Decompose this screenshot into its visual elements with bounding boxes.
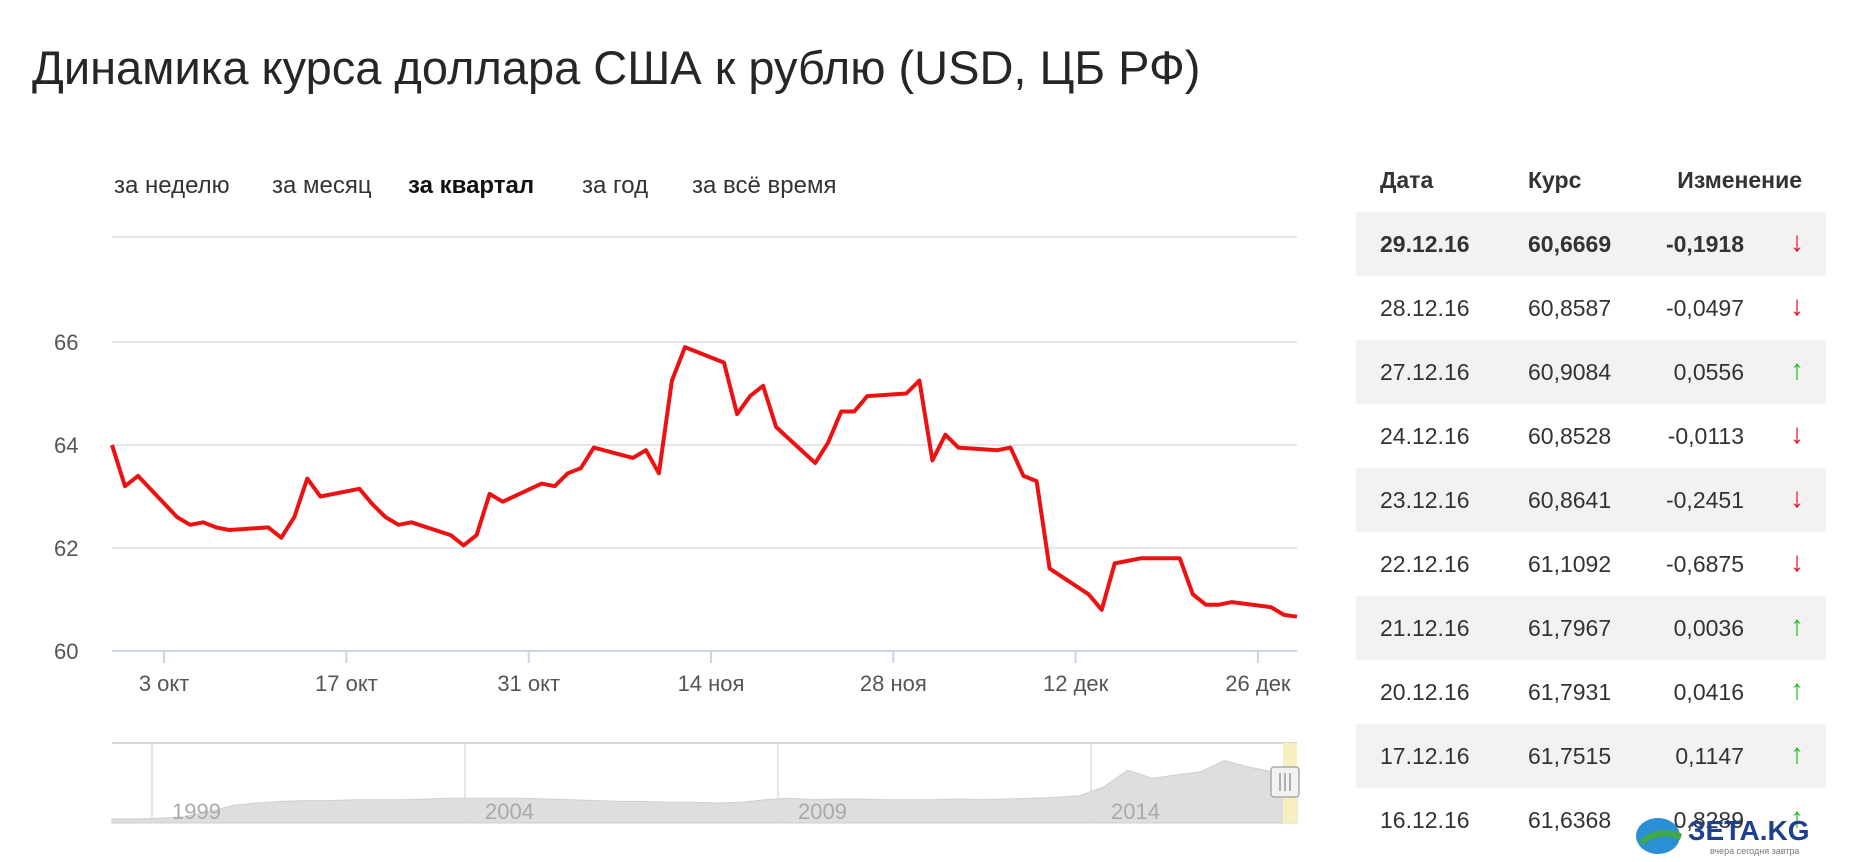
page-title: Динамика курса доллара США к рублю (USD,… xyxy=(32,41,1201,94)
arrow-up-icon: ↑ xyxy=(1790,354,1804,385)
cell-date: 29.12.16 xyxy=(1380,231,1470,257)
table-row: 23.12.16 60,8641 -0,2451 ↓ xyxy=(1356,468,1826,532)
table-body: 29.12.16 60,6669 -0,1918 ↓ 28.12.16 60,8587 -0… xyxy=(1356,212,1826,852)
cell-rate: 61,7967 xyxy=(1528,615,1612,641)
logo-text: ЗЕТА.KG xyxy=(1688,815,1810,846)
arrow-up-icon: ↑ xyxy=(1790,738,1804,769)
x-tick-label: 3 окт xyxy=(139,671,190,696)
arrow-up-icon: ↑ xyxy=(1790,674,1804,705)
x-tick-label: 26 дек xyxy=(1225,671,1291,696)
period-tab-all-time[interactable]: за всё время xyxy=(692,172,837,199)
y-axis: 60 62 64 66 xyxy=(54,330,78,664)
cell-rate: 60,8587 xyxy=(1528,295,1612,321)
table-row: 20.12.16 61,7931 0,0416 ↑ xyxy=(1356,660,1826,724)
cell-date: 17.12.16 xyxy=(1380,743,1470,769)
table-header: Дата Курс Изменение xyxy=(1356,155,1826,212)
arrow-down-icon: ↓ xyxy=(1790,290,1804,321)
navigator-year-label: 2014 xyxy=(1111,799,1160,824)
y-tick-label: 64 xyxy=(54,433,78,458)
cell-change: -0,0113 xyxy=(1667,423,1744,449)
cell-rate: 60,8528 xyxy=(1528,423,1612,449)
header-rate: Курс xyxy=(1528,167,1582,193)
globe-swoosh xyxy=(1640,830,1682,846)
cell-date: 22.12.16 xyxy=(1380,551,1470,577)
cell-rate: 60,8641 xyxy=(1528,487,1612,513)
arrow-down-icon: ↓ xyxy=(1790,546,1804,577)
period-tab-year[interactable]: за год xyxy=(582,172,649,199)
table-row: 24.12.16 60,8528 -0,0113 ↓ xyxy=(1356,404,1826,468)
table-row: 21.12.16 61,7967 0,0036 ↑ xyxy=(1356,596,1826,660)
cell-change: 0,1147 xyxy=(1675,743,1744,769)
cell-rate: 61,7515 xyxy=(1528,743,1612,769)
cell-date: 24.12.16 xyxy=(1380,423,1470,449)
x-tick-label: 28 ноя xyxy=(860,671,927,696)
y-tick-label: 62 xyxy=(54,536,78,561)
cell-change: 0,8289 xyxy=(1673,807,1744,833)
rates-table: Дата Курс Изменение 29.12.16 60,6669 -0,19… xyxy=(1356,155,1826,852)
cell-rate: 60,9084 xyxy=(1528,359,1612,385)
x-tick-label: 14 ноя xyxy=(678,671,745,696)
range-navigator[interactable]: 1999 2004 2009 2014 xyxy=(111,742,1300,824)
cell-change: 0,0036 xyxy=(1673,615,1744,641)
x-tick-label: 17 окт xyxy=(315,671,378,696)
logo-tagline: вчера сегодня завтра xyxy=(1710,846,1799,856)
cell-rate: 61,7931 xyxy=(1528,679,1612,705)
cell-rate: 60,6669 xyxy=(1528,231,1612,257)
chart-grid xyxy=(112,236,1297,652)
navigator-year-label: 2004 xyxy=(485,799,534,824)
table-row: 17.12.16 61,7515 0,1147 ↑ xyxy=(1356,724,1826,788)
header-change: Изменение xyxy=(1677,167,1802,193)
cell-rate: 61,1092 xyxy=(1528,551,1612,577)
x-tick-label: 31 окт xyxy=(497,671,560,696)
table-row: 22.12.16 61,1092 -0,6875 ↓ xyxy=(1356,532,1826,596)
series-line-usd-rate xyxy=(110,345,1298,619)
cell-date: 21.12.16 xyxy=(1380,615,1470,641)
navigator-year-label: 1999 xyxy=(172,799,221,824)
cell-date: 23.12.16 xyxy=(1380,487,1470,513)
table-row: 29.12.16 60,6669 -0,1918 ↓ xyxy=(1356,212,1826,276)
cell-change: 0,0416 xyxy=(1673,679,1744,705)
y-tick-label: 66 xyxy=(54,330,78,355)
header-date: Дата xyxy=(1380,167,1434,193)
cell-date: 28.12.16 xyxy=(1380,295,1470,321)
x-axis: 3 окт 17 окт 31 окт 14 ноя 28 ноя 12 дек 26 де… xyxy=(139,651,1291,696)
table-row: 27.12.16 60,9084 0,0556 ↑ xyxy=(1356,340,1826,404)
cell-date: 20.12.16 xyxy=(1380,679,1470,705)
x-tick-label: 12 дек xyxy=(1043,671,1109,696)
arrow-down-icon: ↓ xyxy=(1790,226,1804,257)
zeta-kg-logo: ЗЕТА.KG вчера сегодня завтра xyxy=(1636,815,1810,856)
cell-change: -0,1918 xyxy=(1665,231,1744,257)
cell-change: -0,0497 xyxy=(1665,295,1744,321)
period-tab-quarter[interactable]: за квартал xyxy=(408,172,535,199)
y-tick-label: 60 xyxy=(54,639,78,664)
arrow-up-icon: ↑ xyxy=(1790,610,1804,641)
cell-date: 27.12.16 xyxy=(1380,359,1470,385)
arrow-down-icon: ↓ xyxy=(1790,418,1804,449)
period-tab-month[interactable]: за месяц xyxy=(272,172,372,199)
period-tab-week[interactable]: за неделю xyxy=(114,172,230,199)
table-row: 28.12.16 60,8587 -0,0497 ↓ xyxy=(1356,276,1826,340)
exchange-rate-chart: 60 62 64 66 3 окт 17 окт 31 окт 14 ноя 28 ноя 12… xyxy=(54,236,1300,824)
cell-change: -0,6875 xyxy=(1665,551,1744,577)
cell-change: -0,2451 xyxy=(1665,487,1744,513)
table-row: 16.12.16 61,6368 0,8289 ↑ xyxy=(1356,788,1826,852)
navigator-year-label: 2009 xyxy=(798,799,847,824)
navigator-area xyxy=(111,760,1298,824)
cell-rate: 61,6368 xyxy=(1528,807,1612,833)
arrow-up-icon: ↑ xyxy=(1790,802,1804,833)
arrow-down-icon: ↓ xyxy=(1790,482,1804,513)
cell-date: 16.12.16 xyxy=(1380,807,1470,833)
cell-change: 0,0556 xyxy=(1673,359,1744,385)
